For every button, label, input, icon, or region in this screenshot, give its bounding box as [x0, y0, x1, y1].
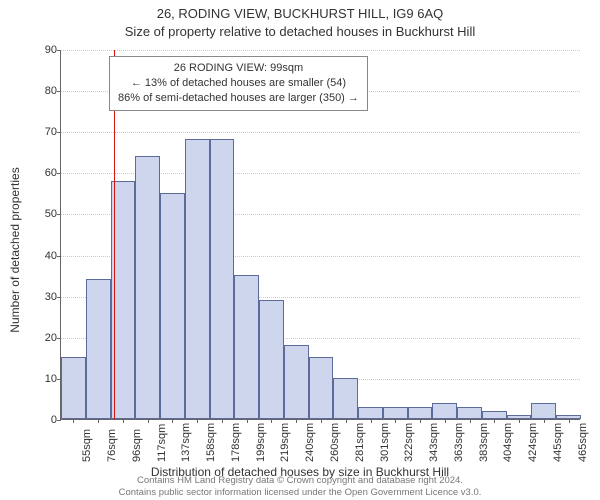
- x-tick-mark: [519, 419, 520, 423]
- histogram-bar: [358, 407, 383, 419]
- x-tick-mark: [470, 419, 471, 423]
- histogram-bar: [531, 403, 556, 419]
- x-tick-label: 465sqm: [573, 423, 589, 462]
- annotation-line: 86% of semi-detached houses are larger (…: [118, 91, 359, 106]
- histogram-bar: [383, 407, 408, 419]
- x-tick-label: 322sqm: [399, 423, 415, 462]
- x-tick-mark: [73, 419, 74, 423]
- x-tick-mark: [420, 419, 421, 423]
- x-tick-label: 178sqm: [226, 423, 242, 462]
- x-tick-label: 343sqm: [424, 423, 440, 462]
- x-tick-mark: [321, 419, 322, 423]
- y-axis-label: Number of detached properties: [8, 167, 22, 332]
- x-tick-label: 301sqm: [375, 423, 391, 462]
- x-tick-mark: [445, 419, 446, 423]
- x-tick-label: 117sqm: [152, 424, 168, 462]
- x-tick-mark: [98, 419, 99, 423]
- x-tick-label: 260sqm: [325, 423, 341, 462]
- y-tick-label: 10: [29, 373, 61, 385]
- plot-area: 010203040506070809055sqm76sqm96sqm117sqm…: [60, 50, 580, 420]
- y-tick-label: 60: [29, 167, 61, 179]
- x-tick-label: 281sqm: [350, 423, 366, 462]
- x-tick-mark: [494, 419, 495, 423]
- histogram-bar: [333, 378, 358, 419]
- chart-subtitle: Size of property relative to detached ho…: [0, 24, 600, 39]
- y-tick-label: 20: [29, 332, 61, 344]
- y-tick-label: 40: [29, 250, 61, 262]
- x-tick-label: 404sqm: [498, 423, 514, 462]
- y-tick-label: 90: [29, 44, 61, 56]
- x-tick-mark: [569, 419, 570, 423]
- x-tick-mark: [395, 419, 396, 423]
- histogram-bar: [259, 300, 284, 419]
- y-tick-label: 70: [29, 126, 61, 138]
- footer-line-1: Contains HM Land Registry data © Crown c…: [0, 475, 600, 486]
- histogram-bar: [185, 139, 210, 419]
- x-tick-mark: [123, 419, 124, 423]
- x-tick-label: 137sqm: [176, 423, 192, 462]
- x-tick-label: 240sqm: [300, 423, 316, 462]
- x-tick-label: 55sqm: [77, 429, 93, 462]
- x-tick-label: 96sqm: [127, 429, 143, 462]
- histogram-bar: [432, 403, 457, 419]
- y-tick-label: 80: [29, 85, 61, 97]
- histogram-bar: [408, 407, 433, 419]
- y-tick-label: 30: [29, 291, 61, 303]
- x-tick-mark: [544, 419, 545, 423]
- x-tick-label: 76sqm: [102, 429, 118, 462]
- grid-line: [61, 132, 580, 133]
- histogram-bar: [309, 357, 334, 419]
- x-tick-label: 445sqm: [548, 423, 564, 462]
- x-tick-mark: [371, 419, 372, 423]
- annotation-line: ← 13% of detached houses are smaller (54…: [118, 76, 359, 91]
- x-tick-mark: [247, 419, 248, 423]
- x-tick-mark: [271, 419, 272, 423]
- histogram-bar: [86, 279, 111, 419]
- histogram-bar: [284, 345, 309, 419]
- chart-container: 26, RODING VIEW, BUCKHURST HILL, IG9 6AQ…: [0, 0, 600, 500]
- histogram-bar: [61, 357, 86, 419]
- x-tick-mark: [148, 419, 149, 423]
- x-tick-mark: [222, 419, 223, 423]
- x-tick-label: 383sqm: [474, 423, 490, 462]
- x-tick-label: 158sqm: [201, 423, 217, 462]
- footer-line-2: Contains public sector information licen…: [0, 487, 600, 498]
- x-tick-label: 363sqm: [449, 423, 465, 462]
- annotation-line: 26 RODING VIEW: 99sqm: [118, 61, 359, 76]
- x-tick-label: 219sqm: [275, 423, 291, 462]
- histogram-bar: [160, 193, 185, 419]
- x-tick-mark: [296, 419, 297, 423]
- histogram-bar: [482, 411, 507, 419]
- histogram-bar: [234, 275, 259, 419]
- y-tick-label: 0: [29, 414, 61, 426]
- x-tick-mark: [346, 419, 347, 423]
- x-tick-label: 424sqm: [523, 423, 539, 462]
- chart-title: 26, RODING VIEW, BUCKHURST HILL, IG9 6AQ: [0, 6, 600, 21]
- y-tick-label: 50: [29, 208, 61, 220]
- histogram-bar: [457, 407, 482, 419]
- grid-line: [61, 50, 580, 51]
- x-tick-mark: [197, 419, 198, 423]
- histogram-bar: [210, 139, 235, 419]
- histogram-bar: [135, 156, 160, 419]
- x-tick-mark: [172, 419, 173, 423]
- annotation-box: 26 RODING VIEW: 99sqm← 13% of detached h…: [109, 56, 368, 111]
- footer-attribution: Contains HM Land Registry data © Crown c…: [0, 475, 600, 498]
- x-tick-label: 199sqm: [251, 423, 267, 462]
